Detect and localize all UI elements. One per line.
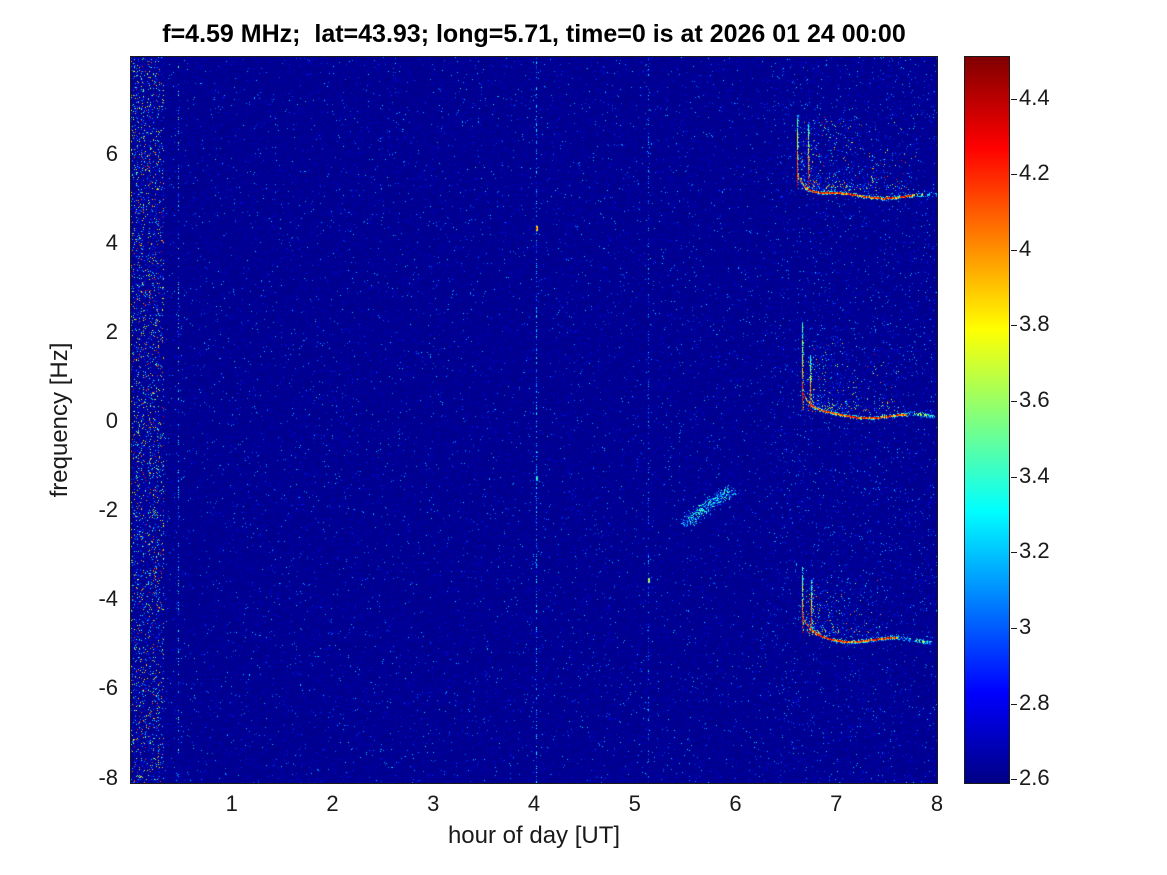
colorbar-tick-label: 3.8 [1019, 311, 1050, 337]
plot-title: f=4.59 MHz; lat=43.93; long=5.71, time=0… [162, 20, 906, 48]
colorbar-tick-mark [1011, 477, 1017, 478]
x-axis-label: hour of day [UT] [447, 822, 621, 849]
colorbar-tick-label: 3.6 [1019, 387, 1050, 413]
colorbar-tick-mark [1011, 325, 1017, 326]
colorbar-tick-label: 3.4 [1019, 462, 1050, 488]
colorbar-tick-label: 2.6 [1019, 765, 1050, 791]
colorbar-tick-mark [1011, 99, 1017, 100]
x-tick-label: 6 [729, 791, 742, 816]
x-tick-label: 8 [930, 791, 944, 816]
colorbar [964, 56, 1010, 784]
x-tick-label: 5 [628, 791, 641, 816]
colorbar-tick-mark [1011, 174, 1017, 175]
x-tick-label: 1 [225, 791, 238, 816]
y-tick-label: 2 [105, 319, 118, 345]
colorbar-tick-mark [1011, 552, 1017, 553]
y-tick-label: 4 [105, 230, 118, 256]
colorbar-tick-mark [1011, 250, 1017, 251]
colorbar-tick-label: 4 [1019, 235, 1032, 261]
colorbar-tick-mark [1011, 628, 1017, 629]
y-tick-label: -2 [98, 497, 118, 523]
x-tick-label: 3 [427, 791, 440, 816]
x-tick-label: 7 [830, 791, 843, 816]
spectrogram-heatmap [131, 57, 937, 783]
x-tick-label: 4 [527, 791, 541, 816]
colorbar-tick-label: 2.8 [1019, 689, 1050, 715]
y-tick-label: -4 [98, 586, 118, 612]
y-tick-label: -8 [98, 764, 118, 790]
y-tick-label: -6 [98, 675, 118, 701]
colorbar-tick-label: 4.4 [1019, 84, 1050, 110]
colorbar-tick-mark [1011, 779, 1017, 780]
colorbar-tick-mark [1011, 401, 1017, 402]
colorbar-tick-label: 4.2 [1019, 160, 1050, 186]
y-tick-label: 6 [105, 140, 118, 166]
colorbar-tick-label: 3.2 [1019, 538, 1050, 564]
colorbar-tick-label: 3 [1019, 613, 1032, 639]
colorbar-tick-mark [1011, 704, 1017, 705]
y-axis-label: frequency [Hz] [46, 342, 73, 498]
x-tick-label: 2 [326, 791, 339, 816]
